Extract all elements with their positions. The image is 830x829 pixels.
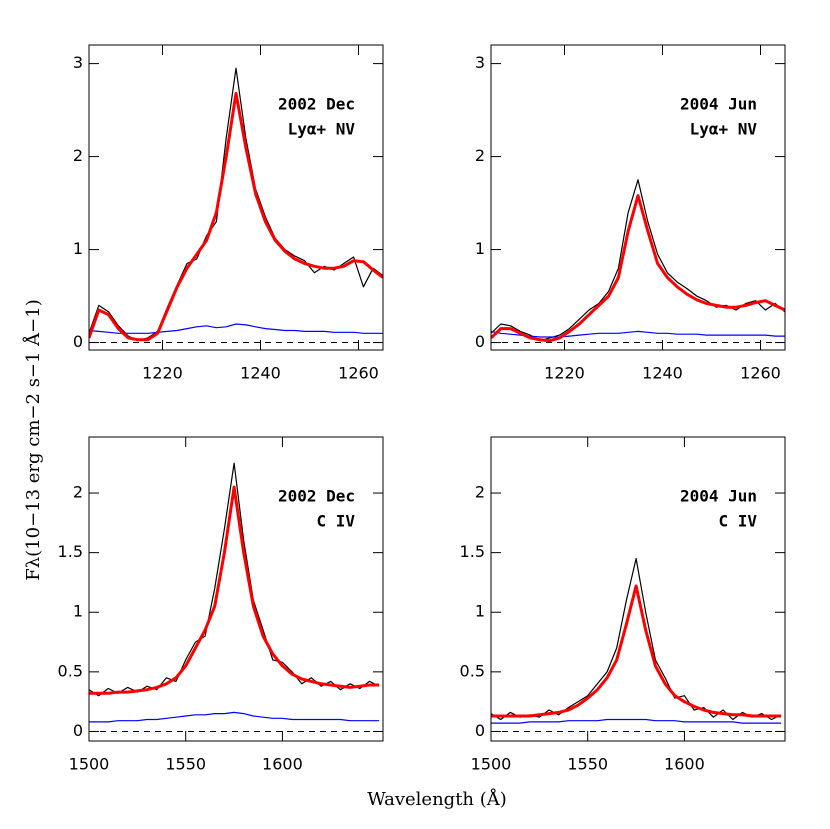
x-tick-label: 1220 bbox=[142, 364, 183, 383]
x-tick-label: 1240 bbox=[240, 364, 281, 383]
annotation: Lyα+ NV bbox=[288, 120, 356, 139]
annotation: 2004 Jun bbox=[680, 95, 757, 114]
annotation: C IV bbox=[718, 512, 757, 531]
spectrum-line bbox=[89, 323, 383, 334]
frame bbox=[490, 44, 786, 351]
y-tick-label: 1.5 bbox=[460, 542, 485, 561]
x-axis-label: Wavelength (Å) bbox=[367, 788, 507, 810]
plot-area bbox=[89, 462, 380, 723]
y-tick-label: 0 bbox=[475, 332, 485, 351]
y-tick-label: 2 bbox=[73, 483, 83, 502]
y-tick-label: 3 bbox=[73, 53, 83, 72]
frame bbox=[88, 436, 384, 742]
panel: 1220 1240 1260 0 1 2 3 2002 Dec Lyα+ NV bbox=[73, 44, 384, 383]
spectrum-line bbox=[491, 330, 785, 338]
y-tick-label: 1 bbox=[475, 239, 485, 258]
spectrum-line bbox=[491, 179, 785, 342]
annotation: 2002 Dec bbox=[278, 487, 355, 506]
spectrum-line bbox=[491, 584, 782, 718]
frame bbox=[88, 44, 384, 351]
annotation: 2002 Dec bbox=[278, 95, 355, 114]
x-tick-label: 1220 bbox=[544, 364, 585, 383]
y-tick-label: 2 bbox=[475, 483, 485, 502]
spectrum-line bbox=[89, 485, 380, 695]
spectrum-line bbox=[89, 91, 383, 342]
plot-area bbox=[89, 67, 383, 342]
spectrum-line bbox=[491, 718, 782, 724]
panel: 1500 1550 1600 0 0.5 1 1.5 2 2002 Dec C IV bbox=[58, 436, 384, 774]
annotation: 2004 Jun bbox=[680, 487, 757, 506]
y-tick-label: 0 bbox=[475, 721, 485, 740]
x-tick-label: 1260 bbox=[338, 364, 379, 383]
x-tick-label: 1500 bbox=[69, 755, 110, 774]
y-tick-label: 0 bbox=[73, 332, 83, 351]
spectrum-line bbox=[491, 558, 782, 721]
y-tick-label: 1.5 bbox=[58, 542, 83, 561]
annotation: C IV bbox=[316, 512, 355, 531]
x-tick-label: 1260 bbox=[740, 364, 781, 383]
y-tick-label: 0.5 bbox=[58, 661, 83, 680]
y-tick-label: 2 bbox=[475, 146, 485, 165]
x-tick-label: 1550 bbox=[165, 755, 206, 774]
y-tick-label: 0 bbox=[73, 721, 83, 740]
panel: 1220 1240 1260 0 1 2 3 2004 Jun Lyα+ NV bbox=[475, 44, 786, 383]
y-tick-label: 0.5 bbox=[460, 661, 485, 680]
y-axis-label: Fλ(10−13 erg cm−2 s−1 Å−1) bbox=[22, 299, 44, 581]
x-tick-label: 1240 bbox=[642, 364, 683, 383]
y-tick-label: 3 bbox=[475, 53, 485, 72]
x-tick-label: 1500 bbox=[471, 755, 512, 774]
y-tick-label: 2 bbox=[73, 146, 83, 165]
y-tick-label: 1 bbox=[475, 602, 485, 621]
spectrum-line bbox=[491, 194, 785, 343]
x-tick-label: 1600 bbox=[664, 755, 705, 774]
y-tick-label: 1 bbox=[73, 602, 83, 621]
plot-area bbox=[491, 558, 782, 724]
panel: 1500 1550 1600 0 0.5 1 1.5 2 2004 Jun C IV bbox=[460, 436, 786, 774]
plot-area bbox=[491, 179, 785, 343]
x-tick-label: 1600 bbox=[262, 755, 303, 774]
x-tick-label: 1550 bbox=[567, 755, 608, 774]
annotation: Lyα+ NV bbox=[690, 120, 758, 139]
y-tick-label: 1 bbox=[73, 239, 83, 258]
frame bbox=[490, 436, 786, 742]
spectrum-line bbox=[89, 711, 380, 723]
